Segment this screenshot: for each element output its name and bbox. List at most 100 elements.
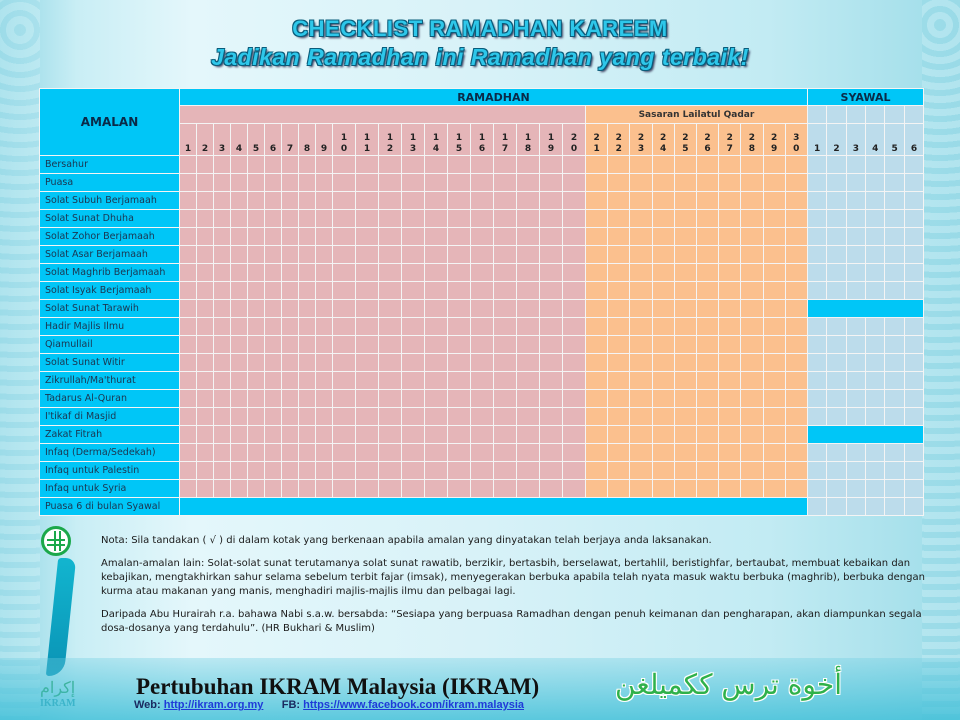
checkbox-cell[interactable]	[355, 227, 379, 246]
checkbox-cell[interactable]	[298, 443, 316, 462]
checkbox-cell[interactable]	[230, 389, 248, 408]
checkbox-cell[interactable]	[740, 353, 764, 372]
checkbox-cell[interactable]	[264, 371, 282, 390]
checkbox-cell[interactable]	[470, 353, 494, 372]
checkbox-cell[interactable]	[355, 371, 379, 390]
checkbox-cell[interactable]	[784, 245, 808, 264]
checkbox-cell[interactable]	[607, 245, 631, 264]
checkbox-cell[interactable]	[264, 155, 282, 174]
checkbox-cell[interactable]	[447, 389, 471, 408]
checkbox-cell[interactable]	[865, 317, 886, 336]
checkbox-cell[interactable]	[213, 335, 231, 354]
checkbox-cell[interactable]	[230, 245, 248, 264]
checkbox-cell[interactable]	[845, 335, 867, 354]
checkbox-cell[interactable]	[516, 425, 540, 444]
checkbox-cell[interactable]	[196, 227, 214, 246]
checkbox-cell[interactable]	[629, 263, 653, 282]
checkbox-cell[interactable]	[903, 209, 925, 228]
checkbox-cell[interactable]	[355, 461, 379, 480]
checkbox-cell[interactable]	[884, 245, 905, 264]
checkbox-cell[interactable]	[493, 461, 517, 480]
checkbox-cell[interactable]	[651, 389, 675, 408]
checkbox-cell[interactable]	[447, 353, 471, 372]
checkbox-cell[interactable]	[695, 227, 720, 246]
checkbox-cell[interactable]	[539, 263, 563, 282]
checkbox-cell[interactable]	[516, 263, 540, 282]
checkbox-cell[interactable]	[424, 245, 448, 264]
checkbox-cell[interactable]	[264, 479, 282, 498]
checkbox-cell[interactable]	[762, 335, 786, 354]
checkbox-cell[interactable]	[607, 407, 631, 426]
checkbox-cell[interactable]	[673, 173, 697, 192]
checkbox-cell[interactable]	[298, 155, 316, 174]
checkbox-cell[interactable]	[584, 245, 609, 264]
checkbox-cell[interactable]	[470, 263, 494, 282]
checkbox-cell[interactable]	[884, 335, 905, 354]
checkbox-cell[interactable]	[845, 497, 867, 516]
checkbox-cell[interactable]	[378, 443, 402, 462]
checkbox-cell[interactable]	[740, 227, 764, 246]
checkbox-cell[interactable]	[298, 227, 316, 246]
checkbox-cell[interactable]	[355, 245, 379, 264]
checkbox-cell[interactable]	[884, 371, 905, 390]
checkbox-cell[interactable]	[264, 443, 282, 462]
checkbox-cell[interactable]	[806, 389, 828, 408]
checkbox-cell[interactable]	[247, 479, 265, 498]
checkbox-cell[interactable]	[718, 281, 742, 300]
checkbox-cell[interactable]	[281, 407, 299, 426]
checkbox-cell[interactable]	[903, 389, 925, 408]
checkbox-cell[interactable]	[740, 389, 764, 408]
checkbox-cell[interactable]	[607, 479, 631, 498]
checkbox-cell[interactable]	[332, 263, 356, 282]
checkbox-cell[interactable]	[845, 389, 867, 408]
checkbox-cell[interactable]	[298, 281, 316, 300]
checkbox-cell[interactable]	[784, 191, 808, 210]
checkbox-cell[interactable]	[447, 335, 471, 354]
checkbox-cell[interactable]	[179, 281, 197, 300]
checkbox-cell[interactable]	[196, 425, 214, 444]
checkbox-cell[interactable]	[539, 461, 563, 480]
checkbox-cell[interactable]	[315, 425, 333, 444]
checkbox-cell[interactable]	[826, 371, 847, 390]
checkbox-cell[interactable]	[179, 371, 197, 390]
checkbox-cell[interactable]	[845, 191, 867, 210]
checkbox-cell[interactable]	[740, 335, 764, 354]
checkbox-cell[interactable]	[281, 425, 299, 444]
checkbox-cell[interactable]	[213, 353, 231, 372]
checkbox-cell[interactable]	[695, 443, 720, 462]
checkbox-cell[interactable]	[401, 209, 425, 228]
checkbox-cell[interactable]	[213, 425, 231, 444]
checkbox-cell[interactable]	[447, 155, 471, 174]
checkbox-cell[interactable]	[378, 407, 402, 426]
checkbox-cell[interactable]	[355, 191, 379, 210]
checkbox-cell[interactable]	[718, 461, 742, 480]
checkbox-cell[interactable]	[695, 155, 720, 174]
checkbox-cell[interactable]	[884, 389, 905, 408]
checkbox-cell[interactable]	[315, 353, 333, 372]
checkbox-cell[interactable]	[673, 479, 697, 498]
checkbox-cell[interactable]	[281, 317, 299, 336]
checkbox-cell[interactable]	[806, 335, 828, 354]
checkbox-cell[interactable]	[695, 353, 720, 372]
checkbox-cell[interactable]	[332, 389, 356, 408]
checkbox-cell[interactable]	[740, 479, 764, 498]
checkbox-cell[interactable]	[740, 371, 764, 390]
checkbox-cell[interactable]	[196, 353, 214, 372]
checkbox-cell[interactable]	[562, 263, 586, 282]
checkbox-cell[interactable]	[762, 155, 786, 174]
checkbox-cell[interactable]	[903, 479, 925, 498]
checkbox-cell[interactable]	[865, 227, 886, 246]
checkbox-cell[interactable]	[806, 353, 828, 372]
checkbox-cell[interactable]	[762, 425, 786, 444]
checkbox-cell[interactable]	[784, 461, 808, 480]
checkbox-cell[interactable]	[247, 461, 265, 480]
checkbox-cell[interactable]	[607, 335, 631, 354]
checkbox-cell[interactable]	[493, 227, 517, 246]
checkbox-cell[interactable]	[332, 317, 356, 336]
checkbox-cell[interactable]	[865, 191, 886, 210]
checkbox-cell[interactable]	[884, 497, 905, 516]
checkbox-cell[interactable]	[332, 443, 356, 462]
checkbox-cell[interactable]	[562, 443, 586, 462]
checkbox-cell[interactable]	[298, 209, 316, 228]
checkbox-cell[interactable]	[607, 389, 631, 408]
